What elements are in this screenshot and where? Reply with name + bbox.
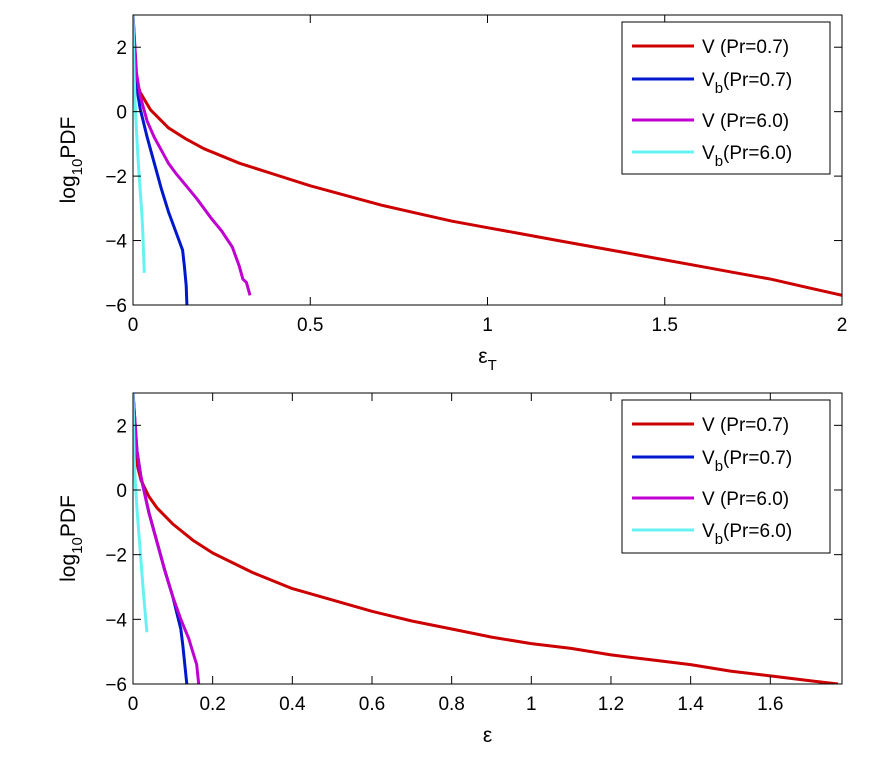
series-line-vb-2 (133, 15, 189, 305)
y-tick-label: 0 (116, 481, 127, 502)
x-axis-label: ε (483, 724, 492, 747)
y-tick-label: −4 (105, 232, 127, 253)
y-tick-label: 2 (116, 416, 127, 437)
x-axis-label: εT (478, 345, 497, 374)
x-tick-label: 0 (128, 694, 139, 715)
x-tick-label: 1.4 (677, 694, 704, 715)
y-axis-label: log10PDF (57, 117, 86, 204)
y-tick-label: −6 (105, 296, 127, 317)
x-tick-label: 1.2 (598, 694, 624, 715)
legend-entry: Vb(Pr=0.7) (702, 448, 792, 475)
x-tick-label: 1.5 (652, 315, 678, 336)
legend: V (Pr=0.7) Vb(Pr=0.7) V (Pr=6.0) Vb(Pr=6.0) (621, 399, 831, 554)
y-tick-label: 2 (116, 38, 127, 59)
y-tick-label: −2 (105, 167, 127, 188)
x-tick-label: 0.8 (438, 694, 464, 715)
y-axis-label: log10PDF (57, 495, 86, 582)
x-tick-label: 0.5 (297, 315, 323, 336)
series-line-v-1 (133, 393, 839, 684)
series-line-vb-4 (133, 15, 146, 273)
x-tick-label: 0.4 (279, 694, 306, 715)
series-line-v-3 (133, 15, 252, 296)
x-tick-label: 0.6 (359, 694, 385, 715)
series-line-v-3 (133, 393, 201, 684)
legend-entry: Vb(Pr=6.0) (702, 143, 792, 170)
x-tick-label: 1 (482, 315, 493, 336)
legend: V (Pr=0.7) Vb(Pr=0.7) V (Pr=6.0) Vb(Pr=6.0) (621, 21, 831, 175)
x-tick-label: 0.2 (199, 694, 225, 715)
series-line-vb-4 (133, 393, 149, 633)
legend-entry: V (Pr=0.7) (702, 415, 789, 436)
y-tick-label: −2 (105, 546, 127, 567)
legend-entry: V (Pr=6.0) (702, 489, 789, 510)
y-tick-label: −6 (105, 675, 127, 696)
legend-box (621, 399, 831, 554)
plot-frame (132, 392, 843, 685)
x-tick-label: 0 (128, 315, 139, 336)
chart-2: 0 0.2 0.4 0.6 0.8 1 1.2 1.4 1.6 −6 −4 −2 0 2 ε log10PDF… (57, 392, 843, 747)
y-tick-label: 0 (116, 103, 127, 124)
legend-entry: V (Pr=0.7) (702, 37, 789, 58)
x-tick-label: 1.6 (757, 694, 783, 715)
legend-entry: Vb(Pr=0.7) (702, 70, 792, 97)
legend-entry: Vb(Pr=6.0) (702, 521, 792, 548)
legend-entry: V (Pr=6.0) (702, 111, 789, 132)
y-tick-label: −4 (105, 610, 127, 631)
x-tick-label: 2 (837, 315, 848, 336)
series-line-v-1 (133, 15, 842, 297)
x-tick-label: 1 (526, 694, 537, 715)
chart-1: 0 0.5 1 1.5 2 −6 −4 −2 0 2 εT log10PDF V (Pr=0.7) Vb(… (57, 14, 848, 374)
series-line-vb-2 (133, 393, 189, 684)
